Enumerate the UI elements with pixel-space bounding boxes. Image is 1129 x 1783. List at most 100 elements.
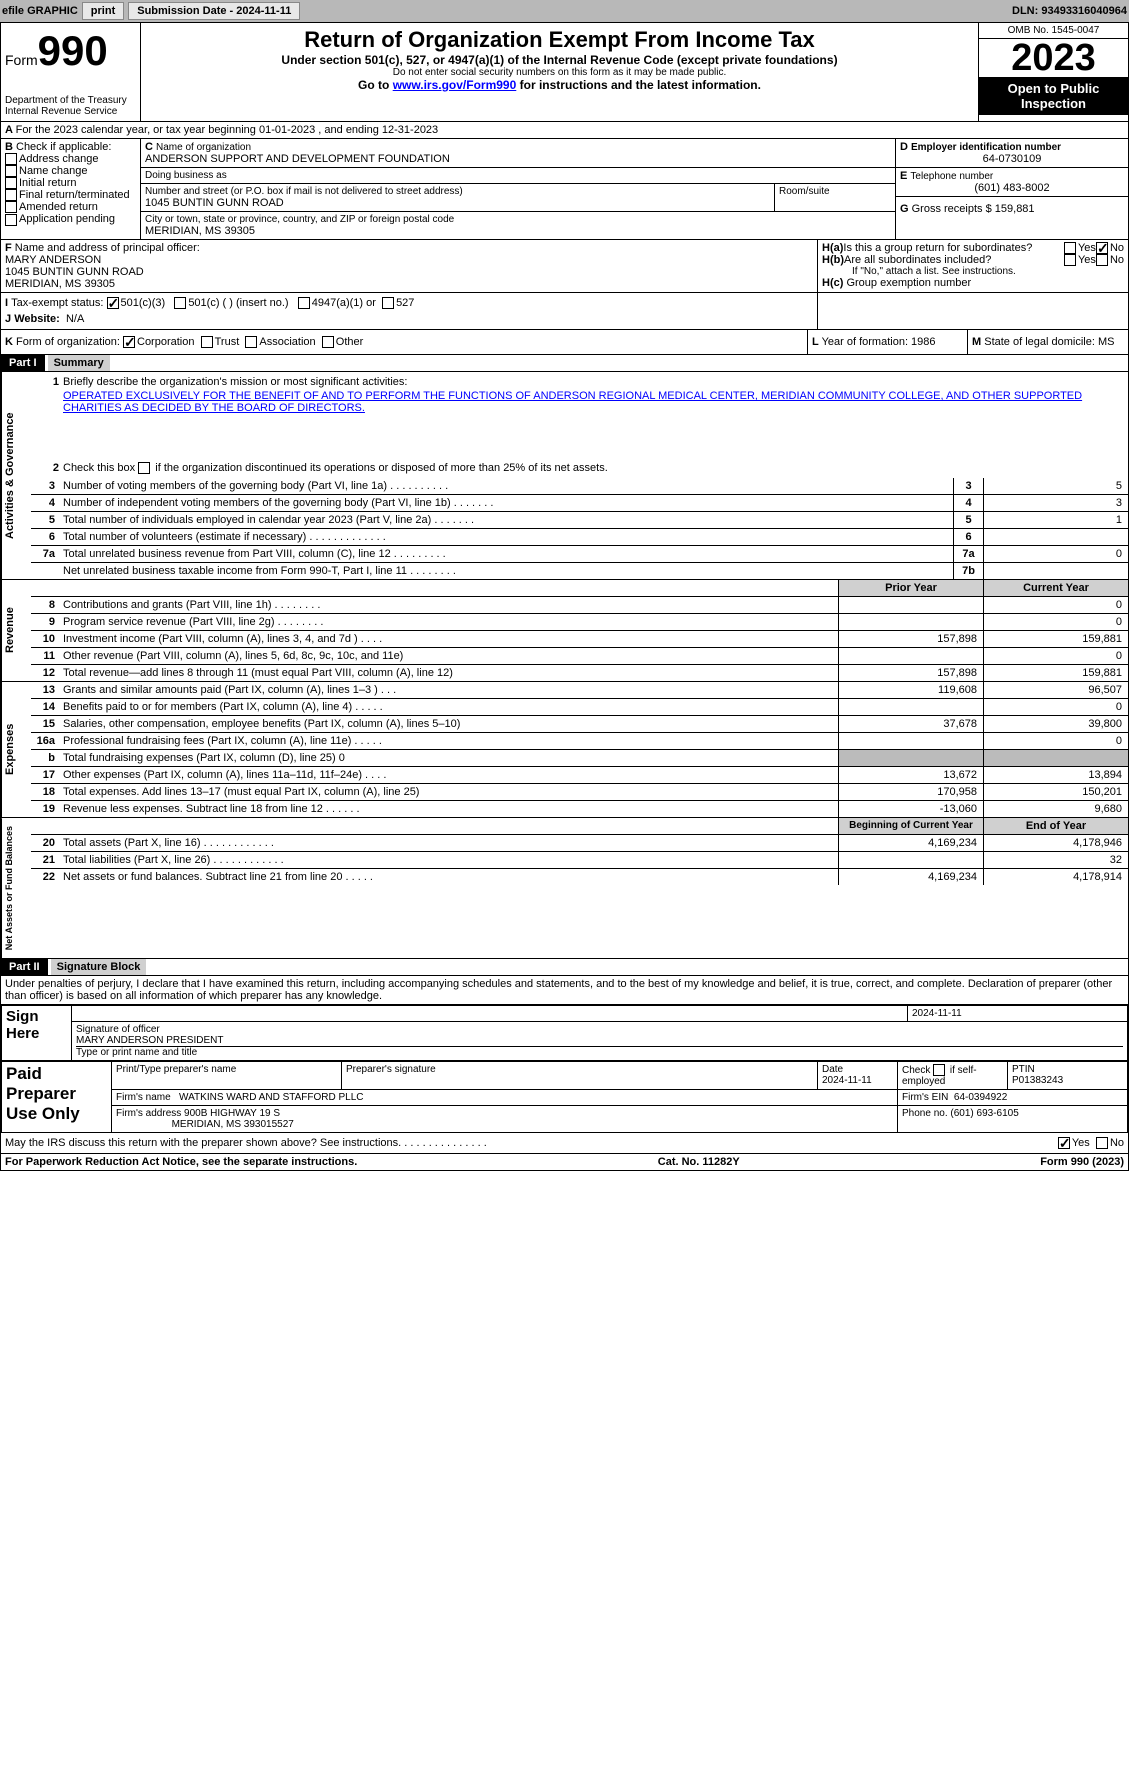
prior-year: Prior Year xyxy=(838,580,983,596)
hb-no-checkbox[interactable] xyxy=(1096,254,1108,266)
box-k: K Form of organization: Corporation Trus… xyxy=(1,330,808,354)
city-label: City or town, state or province, country… xyxy=(145,214,891,225)
l10: Investment income (Part VIII, column (A)… xyxy=(59,631,838,647)
hb-yes-checkbox[interactable] xyxy=(1064,254,1076,266)
dba-label: Doing business as xyxy=(141,168,895,184)
firm-ein: 64-0394922 xyxy=(954,1092,1007,1103)
officer-name: MARY ANDERSON xyxy=(5,254,813,266)
r9c: 0 xyxy=(983,614,1128,630)
footer: For Paperwork Reduction Act Notice, see … xyxy=(1,1154,1128,1170)
box-h: H(a) Is this a group return for subordin… xyxy=(818,240,1128,292)
year-formation: Year of formation: 1986 xyxy=(822,336,936,348)
name-change-checkbox[interactable] xyxy=(5,165,17,177)
v4: 3 xyxy=(983,495,1128,511)
box-b: B Check if applicable: Address change Na… xyxy=(1,139,141,239)
efile-label: efile GRAPHIC xyxy=(2,5,78,17)
ha-no-checkbox[interactable] xyxy=(1096,242,1108,254)
firm-name: WATKINS WARD AND STAFFORD PLLC xyxy=(179,1092,363,1103)
r8c: 0 xyxy=(983,597,1128,613)
e16c: 0 xyxy=(983,733,1128,749)
address-change-checkbox[interactable] xyxy=(5,153,17,165)
open-inspection: Open to Public Inspection xyxy=(979,77,1128,115)
e18p: 170,958 xyxy=(838,784,983,800)
self-checkbox[interactable] xyxy=(933,1064,945,1076)
box-ij: I Tax-exempt status: 501(c)(3) 501(c) ( … xyxy=(1,293,818,329)
firm-phone: (601) 693-6105 xyxy=(950,1108,1018,1119)
officer-city: MERIDIAN, MS 39305 xyxy=(5,278,813,290)
other-checkbox[interactable] xyxy=(322,336,334,348)
street: 1045 BUNTIN GUNN ROAD xyxy=(145,197,770,209)
e19c: 9,680 xyxy=(983,801,1128,817)
type-title: Type or print name and title xyxy=(76,1047,1123,1058)
trust-checkbox[interactable] xyxy=(201,336,213,348)
l2-checkbox[interactable] xyxy=(138,462,150,474)
irs-label: Internal Revenue Service xyxy=(5,106,136,117)
501c3-checkbox[interactable] xyxy=(107,297,119,309)
n21c: 32 xyxy=(983,852,1128,868)
l7a: Total unrelated business revenue from Pa… xyxy=(59,546,953,562)
paid-preparer: Paid Preparer Use Only xyxy=(2,1062,112,1133)
ha-no: No xyxy=(1110,242,1124,254)
h-a: Is this a group return for subordinates? xyxy=(843,242,1064,254)
l22: Net assets or fund balances. Subtract li… xyxy=(59,869,838,885)
501c-checkbox[interactable] xyxy=(174,297,186,309)
final-return-checkbox[interactable] xyxy=(5,189,17,201)
l1-label: Briefly describe the organization's miss… xyxy=(63,376,407,388)
r11c: 0 xyxy=(983,648,1128,664)
amended-return-checkbox[interactable] xyxy=(5,201,17,213)
n20p: 4,169,234 xyxy=(838,835,983,851)
l14: Benefits paid to or for members (Part IX… xyxy=(59,699,838,715)
ein-label: Employer identification number xyxy=(911,142,1061,153)
line-a: A For the 2023 calendar year, or tax yea… xyxy=(1,122,1128,139)
501c3: 501(c)(3) xyxy=(121,297,166,309)
discuss-no-checkbox[interactable] xyxy=(1096,1137,1108,1149)
org-name: ANDERSON SUPPORT AND DEVELOPMENT FOUNDAT… xyxy=(145,153,891,165)
v6 xyxy=(983,529,1128,545)
4947-checkbox[interactable] xyxy=(298,297,310,309)
website: N/A xyxy=(66,313,84,325)
firm-name-label: Firm's name xyxy=(116,1092,171,1103)
print-button[interactable]: print xyxy=(82,2,124,20)
website-label: Website: xyxy=(14,313,60,325)
submission-date[interactable]: Submission Date - 2024-11-11 xyxy=(128,2,300,20)
r10p: 157,898 xyxy=(838,631,983,647)
current-year: Current Year xyxy=(983,580,1128,596)
subtitle: Under section 501(c), 527, or 4947(a)(1)… xyxy=(145,53,974,67)
firm-addr-label: Firm's address xyxy=(116,1108,181,1119)
part1-title: Summary xyxy=(48,355,110,371)
opt-initial: Initial return xyxy=(19,177,76,189)
v7a: 0 xyxy=(983,546,1128,562)
irs-link[interactable]: www.irs.gov/Form990 xyxy=(393,78,517,92)
part1-header: Part I Summary xyxy=(1,355,1128,372)
city: MERIDIAN, MS 39305 xyxy=(145,225,891,237)
discuss-no: No xyxy=(1110,1137,1124,1149)
corp: Corporation xyxy=(137,336,194,348)
501c: 501(c) ( ) (insert no.) xyxy=(188,297,288,309)
initial-return-checkbox[interactable] xyxy=(5,177,17,189)
e14c: 0 xyxy=(983,699,1128,715)
officer-label: Name and address of principal officer: xyxy=(15,242,200,254)
assoc-checkbox[interactable] xyxy=(245,336,257,348)
trust: Trust xyxy=(215,336,240,348)
paid-preparer-table: Paid Preparer Use Only Print/Type prepar… xyxy=(1,1061,1128,1133)
part2-title: Signature Block xyxy=(51,959,147,975)
tax-status-label: Tax-exempt status: xyxy=(11,297,103,309)
527-checkbox[interactable] xyxy=(382,297,394,309)
form-id-box: Form990 Department of the Treasury Inter… xyxy=(1,23,141,121)
corp-checkbox[interactable] xyxy=(123,336,135,348)
room-label: Room/suite xyxy=(775,184,895,211)
opt-name: Name change xyxy=(19,165,88,177)
ha-yes-checkbox[interactable] xyxy=(1064,242,1076,254)
l16b: Total fundraising expenses (Part IX, col… xyxy=(59,750,838,766)
e13p: 119,608 xyxy=(838,682,983,698)
l5: Total number of individuals employed in … xyxy=(59,512,953,528)
firm-addr1: 900B HIGHWAY 19 S xyxy=(184,1108,280,1119)
eoy: End of Year xyxy=(983,818,1128,834)
line-a-text: For the 2023 calendar year, or tax year … xyxy=(16,124,439,136)
dln-label: DLN: 93493316040964 xyxy=(1012,5,1127,17)
gross-val: 159,881 xyxy=(995,203,1035,215)
l7b: Net unrelated business taxable income fr… xyxy=(59,563,953,579)
application-pending-checkbox[interactable] xyxy=(5,214,17,226)
discuss-yes-checkbox[interactable] xyxy=(1058,1137,1070,1149)
l12: Total revenue—add lines 8 through 11 (mu… xyxy=(59,665,838,681)
